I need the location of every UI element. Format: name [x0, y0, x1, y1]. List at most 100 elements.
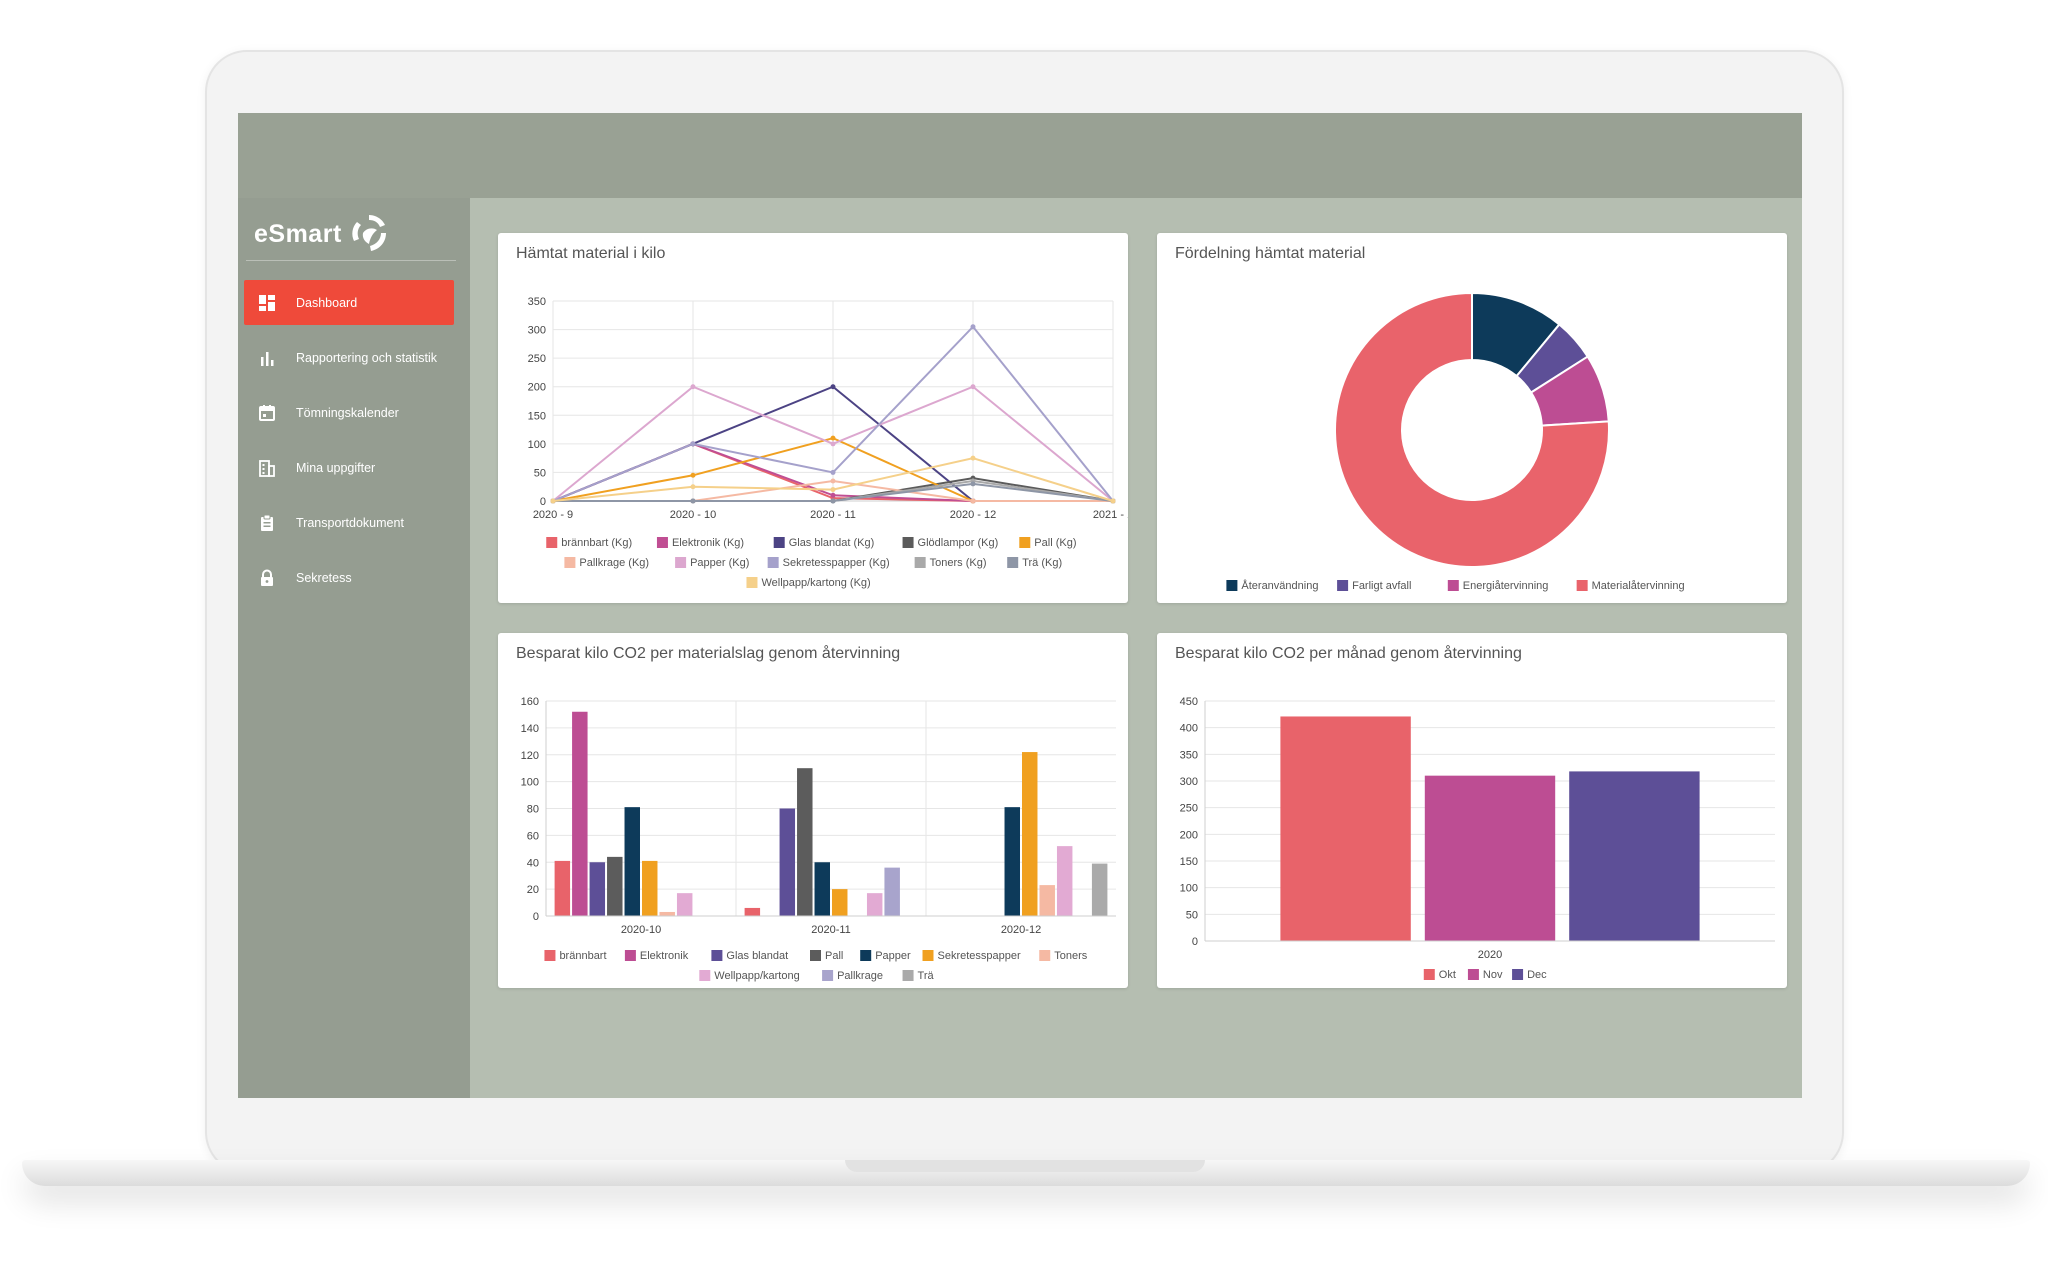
line-chart-hamtat-material: 0 50 100 150 200 250 300 350 2020 - 9 2020 - 10 20…	[528, 296, 1128, 589]
y-tick-label: 250	[528, 353, 546, 365]
legend-label-elektronik-kg: Elektronik (Kg)	[672, 537, 744, 549]
bar-chart-icon	[256, 347, 278, 369]
card-title: Besparat kilo CO2 per materialslag genom…	[516, 645, 901, 662]
x-tick-label: 2021 - 1	[1093, 509, 1128, 521]
bar-brännbart	[744, 907, 761, 916]
app-screen: eSmart Dashboard Rapportering och statis	[238, 113, 1802, 1098]
data-point-pall-kg	[830, 435, 836, 441]
sidebar-item-mina-uppgifter[interactable]: Mina uppgifter	[244, 445, 454, 490]
bar-nov	[1424, 775, 1556, 941]
y-tick-label: 80	[527, 804, 539, 816]
y-tick-label: 40	[527, 857, 539, 869]
sidebar: eSmart Dashboard Rapportering och statis	[238, 198, 470, 1098]
legend-label-okt: Okt	[1439, 969, 1456, 981]
legend-swatch	[1226, 580, 1238, 591]
donut-chart-fordelning: Återanvändning Farligt avfall Energiåtervi…	[1226, 291, 1685, 592]
legend-swatch	[564, 557, 576, 568]
logo-divider	[246, 260, 456, 261]
legend-swatch	[810, 950, 821, 961]
data-point-sekretesspapper-kg	[970, 324, 976, 330]
sidebar-item-sekretess[interactable]: Sekretess	[244, 555, 454, 600]
x-tick-label: 2020 - 10	[670, 509, 716, 521]
legend-swatch	[1467, 969, 1479, 980]
sidebar-item-label: Mina uppgifter	[296, 460, 376, 475]
legend-swatch	[675, 557, 687, 568]
data-point-wellpapp-kartong-kg	[690, 484, 696, 490]
x-tick-label: 2020-10	[621, 924, 661, 936]
bar-papper	[814, 862, 830, 916]
laptop-notch	[845, 1160, 1205, 1172]
card-title: Fördelning hämtat material	[1175, 245, 1366, 262]
y-tick-label: 200	[528, 382, 546, 394]
y-tick-label: 150	[528, 410, 546, 422]
legend-swatch	[746, 577, 758, 588]
y-tick-label: 300	[528, 325, 546, 337]
data-point-wellpapp-kartong-kg	[550, 498, 556, 504]
data-point-elektronik-kg	[830, 492, 836, 498]
sidebar-item-tomningskalender[interactable]: Tömningskalender	[244, 390, 454, 435]
bar-okt	[1280, 716, 1411, 941]
y-tick-label: 0	[540, 496, 546, 508]
y-tick-label: 0	[1192, 936, 1198, 948]
legend-swatch	[860, 950, 872, 961]
bar-wellpapp-kartong	[676, 893, 693, 916]
legend-swatch	[624, 950, 636, 961]
y-tick-label: 150	[1180, 856, 1198, 868]
sidebar-item-rapportering[interactable]: Rapportering och statistik	[244, 335, 454, 380]
legend-swatch	[1039, 950, 1051, 961]
data-point-pallkrage-kg	[970, 498, 976, 504]
x-tick-label: 2020 - 11	[810, 509, 856, 521]
legend-label-återanvändning: Återanvändning	[1241, 579, 1318, 592]
y-tick-label: 100	[528, 439, 546, 451]
legend-label-pallkrage-kg: Pallkrage (Kg)	[579, 557, 649, 569]
legend-label-sekretesspapper: Sekretesspapper	[938, 950, 1021, 962]
card-title: Besparat kilo CO2 per månad genom återvi…	[1175, 645, 1522, 662]
legend-label-pall-kg: Pall (Kg)	[1034, 537, 1076, 549]
legend-label-glas-blandat-kg: Glas blandat (Kg)	[789, 537, 875, 549]
legend-label-papper-kg: Papper (Kg)	[690, 557, 749, 569]
legend-label-glas-blandat: Glas blandat	[726, 950, 788, 962]
y-tick-label: 0	[533, 911, 539, 923]
y-tick-label: 20	[527, 884, 539, 896]
x-tick-label: 2020 - 9	[533, 509, 573, 521]
legend-label-pall: Pall	[825, 950, 843, 962]
data-point-trä-kg	[970, 481, 976, 487]
bar-wellpapp-kartong	[1056, 846, 1073, 916]
y-tick-label: 450	[1180, 696, 1198, 708]
bar-toners	[1039, 885, 1055, 916]
legend-swatch	[767, 557, 779, 568]
legend-label-trä: Trä	[918, 970, 935, 982]
data-point-pall-kg	[690, 472, 696, 478]
bar-wellpapp-kartong	[866, 893, 883, 916]
dashboard-icon	[256, 292, 278, 314]
y-tick-label: 140	[521, 723, 539, 735]
legend-swatch	[914, 557, 926, 568]
legend-label-papper: Papper	[875, 950, 911, 962]
bar-sekretesspapper	[1022, 752, 1038, 916]
sidebar-item-transportdokument[interactable]: Transportdokument	[244, 500, 454, 545]
legend-swatch	[711, 950, 723, 961]
bar-elektronik	[572, 711, 588, 916]
legend-label-trä-kg: Trä (Kg)	[1022, 557, 1062, 569]
bar-trä	[1091, 863, 1108, 916]
y-tick-label: 120	[521, 750, 539, 762]
x-tick-label: 2020-12	[1001, 924, 1041, 936]
legend-swatch	[902, 970, 914, 981]
legend-label-wellpapp-kartong-kg: Wellpapp/kartong (Kg)	[761, 577, 870, 589]
sidebar-item-dashboard[interactable]: Dashboard	[244, 280, 454, 325]
sidebar-item-label: Transportdokument	[296, 515, 404, 530]
logo[interactable]: eSmart	[254, 208, 392, 260]
data-point-glas-blandat-kg	[830, 384, 836, 390]
legend-label-toners: Toners	[1054, 950, 1088, 962]
legend-label-materialåtervinning: Materialåtervinning	[1592, 580, 1685, 592]
x-tick-label: 2020-11	[811, 924, 851, 936]
bar-glas-blandat	[589, 862, 606, 916]
data-point-sekretesspapper-kg	[830, 469, 836, 475]
data-point-papper-kg	[830, 441, 836, 447]
legend-swatch	[822, 970, 834, 981]
bar-sekretesspapper	[832, 889, 848, 916]
legend-swatch	[546, 537, 558, 548]
legend-swatch	[656, 537, 668, 548]
data-point-sekretesspapper-kg	[690, 441, 696, 447]
calendar-icon	[256, 402, 278, 424]
